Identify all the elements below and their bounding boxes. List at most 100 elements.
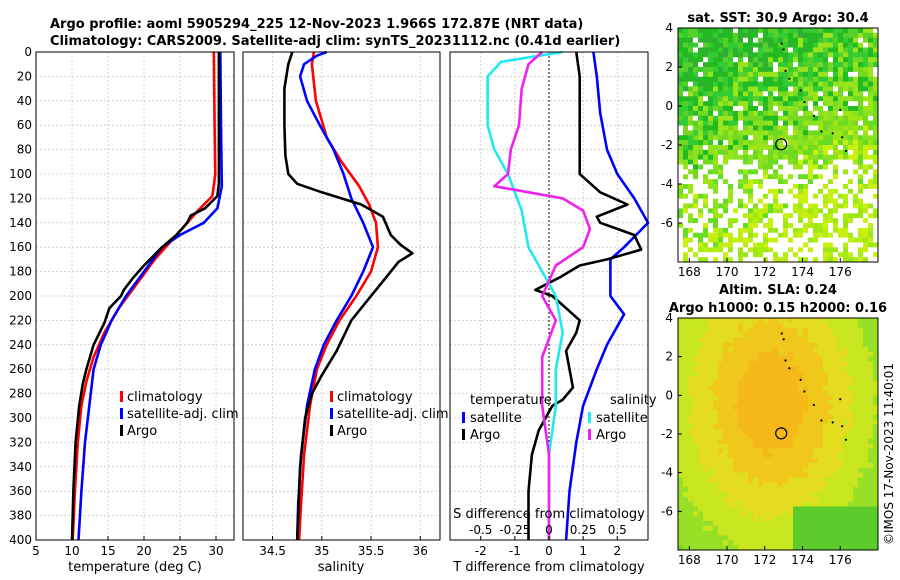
- map-cell: [798, 106, 804, 112]
- map-cell: [788, 91, 794, 97]
- map-cell: [763, 140, 769, 146]
- map-cell: [823, 322, 829, 329]
- map-cell: [778, 198, 784, 204]
- map-cell: [808, 52, 814, 58]
- map-cell: [723, 366, 729, 372]
- map-cell: [753, 318, 759, 324]
- map-cell: [818, 218, 824, 224]
- map-cell: [683, 125, 689, 131]
- map-cell: [853, 438, 859, 445]
- map-cell: [778, 188, 784, 195]
- map-cell: [678, 223, 684, 229]
- map-cell: [763, 342, 769, 348]
- map-cell: [793, 400, 799, 406]
- island-dot: [812, 403, 815, 407]
- map-cell: [688, 81, 694, 87]
- map-cell: [858, 337, 864, 343]
- map-cell: [783, 184, 789, 190]
- map-cell: [843, 198, 849, 204]
- map-cell: [803, 198, 809, 204]
- map-cell: [868, 429, 874, 435]
- map-cell: [828, 154, 834, 161]
- map-cell: [723, 140, 729, 146]
- map-cell: [828, 91, 834, 97]
- map-cell: [783, 62, 789, 68]
- map-cell: [778, 67, 784, 73]
- map-cell: [708, 501, 714, 507]
- map-cell: [848, 42, 854, 48]
- map-cell: [688, 419, 694, 425]
- map-cell: [848, 385, 854, 391]
- map-cell: [828, 179, 834, 185]
- map-cell: [858, 327, 864, 333]
- map-cell: [753, 535, 759, 541]
- map-cell: [868, 380, 874, 387]
- map-cell: [833, 32, 839, 39]
- map-cell: [723, 91, 729, 97]
- map-cell: [748, 477, 754, 483]
- map-cell: [718, 154, 724, 161]
- map-cell: [868, 419, 874, 425]
- map-cell: [828, 535, 834, 541]
- map-cell: [683, 409, 689, 416]
- map-cell: [718, 110, 724, 117]
- map-cell: [773, 376, 779, 382]
- map-cell: [783, 501, 789, 507]
- map-cell: [858, 242, 864, 248]
- island-dot: [841, 136, 844, 139]
- map-cell: [833, 530, 839, 536]
- map-cell: [853, 347, 859, 353]
- map-cell: [808, 429, 814, 435]
- map-cell: [708, 110, 714, 117]
- map-cell: [773, 496, 779, 503]
- map-cell: [733, 472, 739, 478]
- map-cell: [803, 62, 809, 68]
- map-cell: [793, 424, 799, 430]
- map-cell: [743, 67, 749, 73]
- map-cell: [828, 506, 834, 512]
- map-cell: [823, 424, 829, 430]
- map-cell: [843, 213, 849, 219]
- map-cell: [703, 37, 709, 44]
- map-cell: [838, 76, 844, 83]
- map-cell: [768, 443, 774, 449]
- map-cell: [733, 81, 739, 87]
- map-cell: [808, 477, 814, 483]
- map-cell: [863, 516, 869, 522]
- map-cell: [768, 496, 774, 503]
- map-cell: [738, 193, 744, 200]
- map-cell: [873, 487, 879, 493]
- map-cell: [823, 252, 829, 258]
- map-cell: [693, 208, 699, 214]
- map-cell: [698, 208, 704, 214]
- map-cell: [823, 516, 829, 522]
- map-cell: [758, 57, 764, 63]
- map-cell: [793, 376, 799, 382]
- map-cell: [708, 400, 714, 406]
- map-cell: [723, 42, 729, 48]
- map-cell: [778, 81, 784, 87]
- map-cell: [683, 257, 689, 263]
- map-cell: [738, 540, 744, 546]
- map-cell: [683, 135, 689, 141]
- map-cell: [838, 164, 844, 170]
- map-cell: [773, 28, 779, 34]
- map-cell: [873, 213, 879, 219]
- map-cell: [858, 361, 864, 367]
- map-cell: [823, 218, 829, 224]
- map-cell: [828, 443, 834, 449]
- map-cell: [688, 145, 694, 151]
- map-cell: [848, 516, 854, 522]
- map-cell: [678, 463, 684, 469]
- map-cell: [753, 52, 759, 58]
- map-cell: [728, 232, 734, 239]
- map-cell: [688, 535, 694, 541]
- map-y-tick-label: 4: [665, 311, 673, 325]
- map-cell: [803, 424, 809, 430]
- map-cell: [828, 501, 834, 507]
- map-cell: [833, 86, 839, 92]
- map-cell: [803, 438, 809, 445]
- map-cell: [708, 390, 714, 396]
- map-cell: [703, 322, 709, 329]
- map-cell: [708, 91, 714, 97]
